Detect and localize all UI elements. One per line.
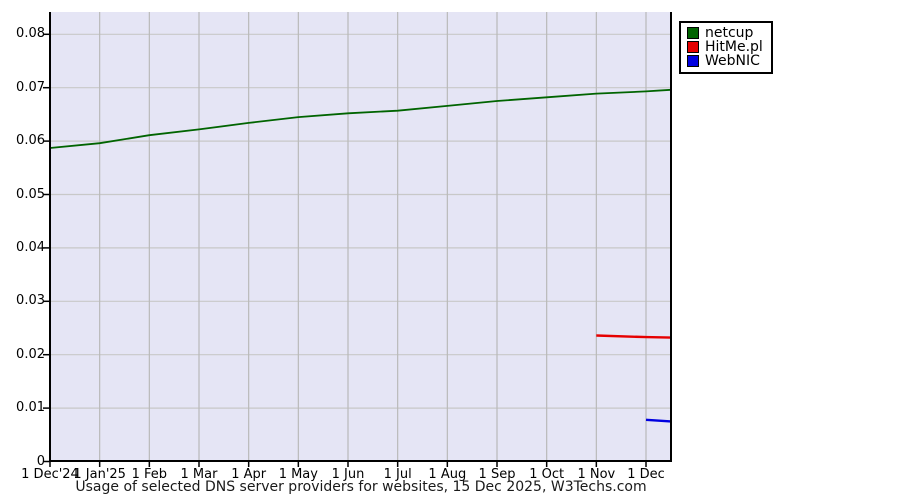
- y-tick-label: 0.05: [16, 186, 45, 202]
- y-tick-label: 0.06: [16, 133, 45, 149]
- y-tick-label: 0.01: [16, 400, 45, 416]
- netcup-swatch-icon: [687, 27, 699, 39]
- legend-label-webnic: WebNIC: [705, 53, 760, 69]
- x-tick-label: 1 Jun: [331, 467, 365, 482]
- chart-title: Usage of selected DNS server providers f…: [75, 479, 647, 495]
- x-tick-label: 1 Aug: [428, 467, 467, 482]
- x-tick-label: 1 Dec'24: [21, 467, 79, 482]
- legend: netcup HitMe.pl WebNIC: [679, 21, 773, 74]
- legend-label-hitme: HitMe.pl: [705, 39, 763, 55]
- x-tick-label: 1 Sep: [478, 467, 516, 482]
- legend-label-netcup: netcup: [705, 25, 754, 41]
- webnic-swatch-icon: [687, 55, 699, 67]
- x-tick-label: 1 Oct: [529, 467, 565, 482]
- x-tick-label: 1 Jul: [383, 467, 412, 482]
- legend-item-netcup: netcup: [687, 26, 763, 40]
- y-tick-label: 0.08: [16, 26, 45, 42]
- y-tick-label: 0: [36, 453, 45, 469]
- x-tick-label: 1 Dec: [627, 467, 665, 482]
- x-tick-label: 1 Feb: [131, 467, 168, 482]
- y-tick-label: 0.02: [16, 346, 45, 362]
- x-tick-label: 1 Apr: [231, 467, 267, 482]
- hitme-swatch-icon: [687, 41, 699, 53]
- y-tick-label: 0.07: [16, 79, 45, 95]
- legend-item-hitme: HitMe.pl: [687, 40, 763, 54]
- legend-item-webnic: WebNIC: [687, 54, 763, 68]
- x-tick-label: 1 Nov: [577, 467, 616, 482]
- x-tick-label: 1 Jan'25: [73, 467, 126, 482]
- x-tick-label: 1 May: [278, 467, 318, 482]
- y-tick-label: 0.04: [16, 239, 45, 255]
- y-tick-label: 0.03: [16, 293, 45, 309]
- x-tick-label: 1 Mar: [180, 467, 218, 482]
